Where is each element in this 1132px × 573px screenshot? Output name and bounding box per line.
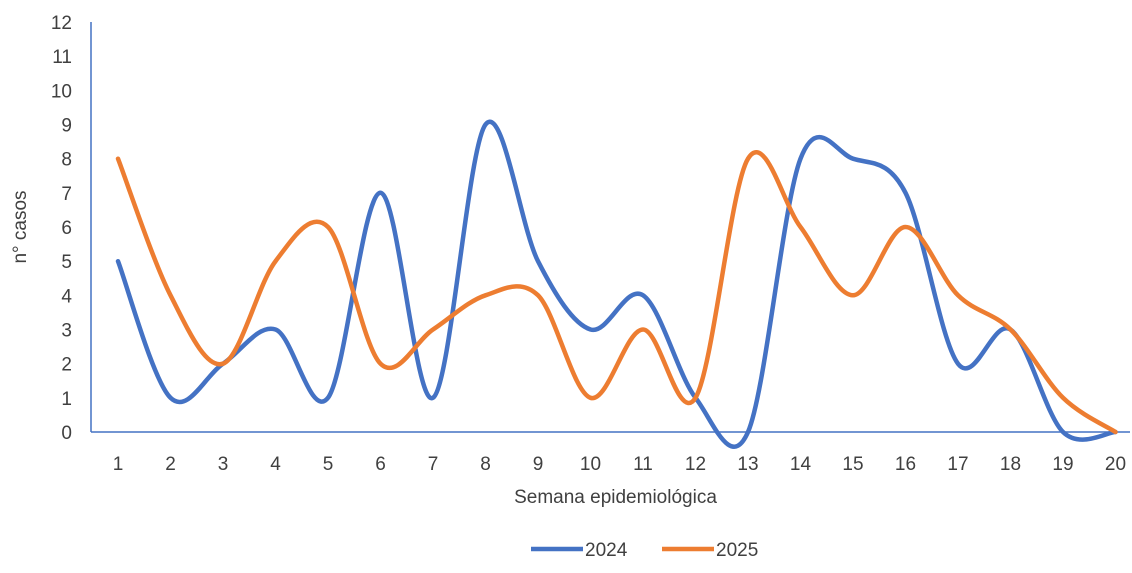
y-tick-label: 7 — [61, 184, 72, 205]
x-tick-label: 9 — [533, 454, 544, 475]
x-tick-label: 15 — [842, 454, 863, 475]
x-tick-label: 17 — [947, 454, 968, 475]
y-tick-label: 4 — [61, 286, 72, 307]
x-tick-label: 4 — [270, 454, 281, 475]
x-tick-label: 13 — [737, 454, 758, 475]
y-axis-title: n° casos — [10, 190, 31, 263]
x-tick-label: 10 — [580, 454, 601, 475]
x-tick-label: 6 — [375, 454, 386, 475]
y-tick-label: 5 — [61, 252, 72, 273]
y-tick-label: 10 — [51, 81, 72, 102]
x-tick-label: 2 — [165, 454, 176, 475]
x-tick-label: 1 — [113, 454, 124, 475]
x-tick-label: 12 — [685, 454, 706, 475]
legend-label-2025: 2025 — [716, 540, 758, 561]
legend: 2024 2025 — [531, 540, 758, 561]
x-axis-title: Semana epidemiológica — [514, 487, 717, 508]
y-tick-label: 6 — [61, 218, 72, 239]
y-tick-label: 9 — [61, 116, 72, 137]
x-tick-label: 16 — [895, 454, 916, 475]
series-layer — [115, 119, 1118, 449]
x-tick-label: 3 — [218, 454, 229, 475]
y-tick-label: 12 — [51, 13, 72, 34]
x-tick-label: 20 — [1105, 454, 1126, 475]
x-axis-ticks: 1 2 3 4 5 6 7 8 9 10 11 12 13 14 15 16 17 18 19 20 — [113, 454, 1126, 475]
y-tick-label: 1 — [61, 389, 72, 410]
legend-label-2024: 2024 — [585, 540, 628, 561]
x-tick-label: 7 — [428, 454, 439, 475]
x-tick-label: 14 — [790, 454, 812, 475]
x-tick-label: 18 — [1000, 454, 1021, 475]
y-tick-label: 2 — [61, 355, 72, 376]
series-line-2025 — [115, 150, 1118, 435]
x-tick-label: 19 — [1052, 454, 1073, 475]
x-tick-label: 5 — [323, 454, 334, 475]
y-tick-label: 3 — [61, 321, 72, 342]
y-tick-label: 11 — [52, 47, 72, 68]
x-tick-label: 8 — [480, 454, 491, 475]
y-tick-label: 0 — [61, 423, 72, 444]
x-tick-label: 11 — [633, 454, 653, 475]
y-tick-label: 8 — [61, 150, 72, 171]
series-line-2024 — [115, 119, 1118, 449]
